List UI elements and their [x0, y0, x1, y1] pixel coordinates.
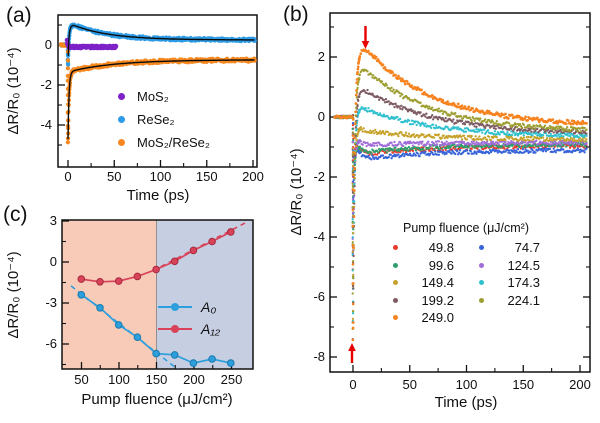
panel-b-xlabel: Time (ps): [434, 394, 498, 411]
fluence-value: 249.0: [421, 310, 454, 326]
fluence-value: 124.5: [507, 257, 540, 273]
legend-item-a0: A₀: [158, 296, 220, 318]
fluence-value: 49.8: [428, 240, 454, 256]
fluence-marker-icon: [479, 280, 484, 286]
legend-item-mos2: MoS₂: [118, 85, 210, 108]
legend-label: MoS₂/ReSe₂: [137, 135, 210, 150]
legend-columns: 49.8 99.6 149.4 199.2 249.0 74.7 124.5 1…: [383, 239, 549, 327]
a12-marker-icon: [158, 324, 192, 334]
a-fit-ReSe2: [67, 24, 255, 56]
legend-item-rese2: ReSe₂: [118, 108, 210, 131]
b-x-tick: 0: [349, 377, 357, 392]
rese2-marker-icon: [118, 116, 125, 123]
mos2-marker-icon: [118, 93, 125, 100]
a12-dot-icon: [171, 324, 179, 333]
fluence-value: 74.7: [514, 240, 540, 256]
c-x-tick: 100: [108, 372, 130, 387]
legend-item: 74.7: [479, 239, 549, 257]
c-y-tick: -3: [45, 295, 57, 310]
panel-b-letter: (b): [283, 3, 309, 26]
fluence-value: 199.2: [421, 292, 454, 308]
c-y-tick: -6: [45, 336, 57, 351]
panel-a-xlabel: Time (ps): [126, 187, 190, 204]
bottom-arrow-annotation: [348, 343, 356, 363]
legend-column-1: 49.8 99.6 149.4 199.2 249.0: [393, 239, 479, 327]
fluence-marker-icon: [393, 280, 398, 286]
legend-item-a12: A₁₂: [158, 318, 220, 340]
b-y-tick: -8: [313, 349, 325, 364]
b-x-tick: 100: [455, 377, 478, 392]
panel-c-letter: (c): [3, 203, 28, 226]
b-series-249.0: [333, 48, 588, 342]
c-y-tick: 3: [49, 212, 57, 228]
panel-a-legend: MoS₂ ReSe₂ MoS₂/ReSe₂: [118, 85, 210, 154]
a-y-tick: 0: [44, 37, 52, 52]
b-y-tick: 0: [317, 109, 325, 124]
b-y-tick: -4: [313, 229, 325, 244]
fluence-value: 99.6: [428, 257, 454, 273]
legend-item: 174.3: [479, 274, 549, 292]
a-x-tick: 200: [242, 169, 264, 184]
a-x-tick: 50: [107, 169, 122, 184]
mos2-rese2-marker-icon: [118, 139, 125, 146]
legend-item: 99.6: [393, 257, 479, 275]
legend-item-mos2-rese2: MoS₂/ReSe₂: [118, 131, 210, 154]
a0-marker-icon: [158, 302, 192, 312]
legend-item: 199.2: [393, 292, 479, 310]
fluence-value: 224.1: [507, 292, 540, 308]
legend-item: 124.5: [479, 257, 549, 275]
legend-label: MoS₂: [137, 89, 169, 104]
panel-c-ylabel: ΔR/R₀ (10⁻⁴): [5, 251, 22, 339]
panel-c-legend: A₀ A₁₂: [158, 296, 220, 340]
a-x-tick: 100: [149, 169, 172, 184]
c-x-tick: 50: [74, 372, 89, 387]
a-x-tick: 150: [195, 169, 218, 184]
fluence-value: 174.3: [507, 275, 540, 291]
a0-dot-icon: [171, 302, 179, 311]
panel-b-ylabel: ΔR/R₀ (10⁻⁴): [288, 148, 305, 236]
b-y-tick: 2: [317, 49, 325, 64]
legend-label: A₀: [201, 299, 217, 315]
a-series-MoS2: [64, 37, 119, 51]
a-y-tick: -4: [40, 117, 52, 132]
c-x-tick: 250: [220, 372, 243, 387]
legend-title: Pump fluence (μJ/cm²): [403, 221, 529, 235]
c-plot-area: [70, 222, 246, 369]
panel-b-legend: Pump fluence (μJ/cm²) 49.8 99.6 149.4 19…: [383, 221, 549, 327]
top-arrow-annotation: [361, 26, 370, 49]
panel-a-letter: (a): [6, 4, 32, 27]
panel-c-xlabel: Pump fluence (μJ/cm²): [81, 391, 233, 408]
legend-item: 224.1: [479, 292, 549, 310]
a-y-tick: -2: [40, 77, 52, 92]
legend-column-2: 74.7 124.5 174.3 224.1: [479, 239, 549, 327]
fluence-marker-icon: [393, 297, 398, 303]
legend-label: A₁₂: [201, 321, 221, 337]
b-x-tick: 150: [512, 377, 535, 392]
b-x-tick: 200: [569, 377, 591, 392]
c-x-tick: 200: [183, 372, 205, 387]
fluence-value: 149.4: [421, 275, 454, 291]
a-fit-MoS2-ReSe2: [67, 59, 255, 140]
fluence-marker-icon: [393, 245, 398, 251]
c-x-tick: 150: [145, 372, 168, 387]
c-y-tick: 0: [49, 254, 57, 269]
b-y-tick: -2: [313, 169, 325, 184]
fluence-marker-icon: [479, 297, 484, 303]
legend-item: 149.4: [393, 274, 479, 292]
b-series-224.1: [333, 68, 588, 331]
b-y-tick: -6: [313, 289, 325, 304]
legend-label: ReSe₂: [137, 112, 175, 127]
fluence-marker-icon: [393, 315, 398, 321]
fluence-marker-icon: [479, 245, 484, 251]
fluence-marker-icon: [479, 262, 484, 268]
legend-item: 49.8: [393, 239, 479, 257]
a-x-tick: 0: [64, 169, 72, 184]
fluence-marker-icon: [393, 262, 398, 268]
legend-item: 249.0: [393, 309, 479, 327]
b-x-tick: 50: [402, 377, 417, 392]
